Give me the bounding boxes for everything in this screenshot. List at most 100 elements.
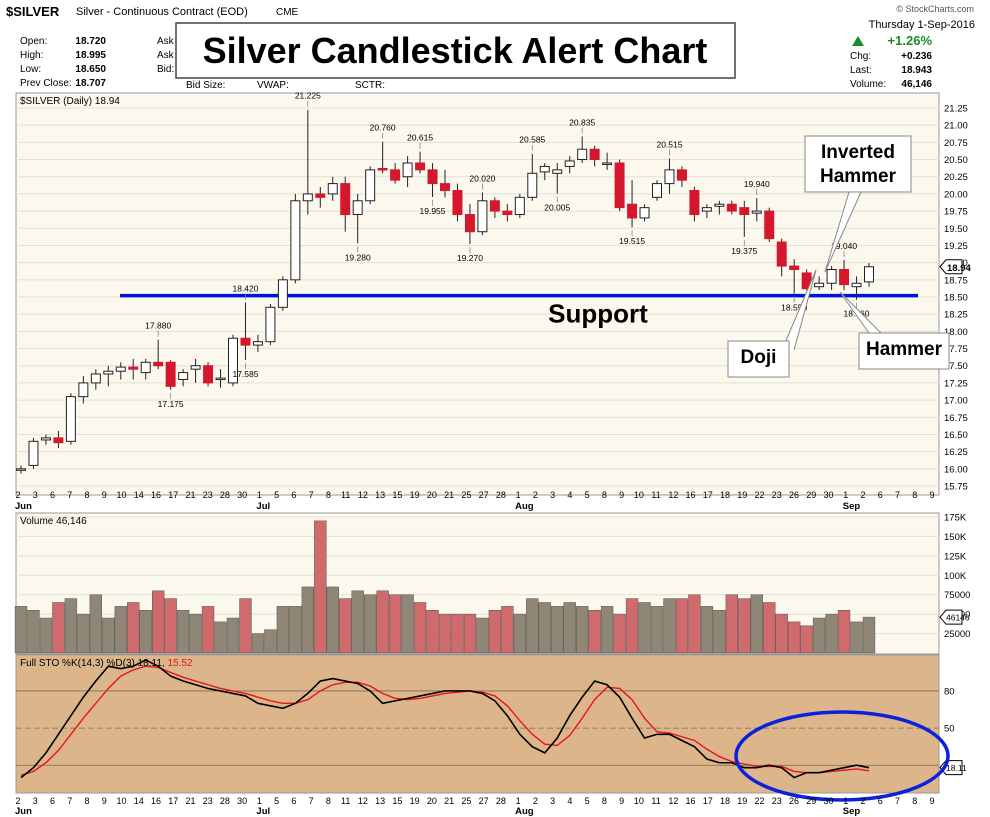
candle-body: [502, 210, 513, 216]
annotation-box: [727, 340, 790, 378]
x-tick: 1: [516, 796, 521, 806]
price-value-label: 17.880: [145, 321, 171, 331]
ask-bid-label: Ask: [157, 36, 175, 47]
candle-body: [826, 269, 837, 284]
annotation-box: [858, 332, 950, 370]
x-tick: 8: [84, 796, 89, 806]
price-y-tick: 17.25: [944, 378, 968, 389]
volume-bar: [837, 610, 851, 654]
candle-body: [40, 437, 51, 441]
x-month: Aug: [515, 501, 534, 512]
x-tick: 5: [274, 796, 279, 806]
candle-body: [365, 169, 376, 202]
x-tick: 19: [410, 796, 420, 806]
candle-body: [664, 169, 675, 185]
volume-bar: [513, 613, 526, 654]
x-tick: 4: [567, 490, 572, 500]
candle-body: [165, 361, 176, 387]
volume-bar: [800, 625, 813, 654]
volume-bar: [725, 594, 738, 654]
x-tick: 20: [427, 490, 437, 500]
price-y-tick: 17.50: [944, 361, 968, 372]
x-tick: 16: [686, 490, 696, 500]
price-y-tick: 19.25: [944, 241, 968, 252]
candle-body: [701, 207, 712, 212]
volume-label: Volume 46,146: [20, 516, 87, 527]
x-tick: 17: [703, 490, 713, 500]
stat-label: Last:: [850, 65, 872, 76]
volume-bar: [276, 606, 290, 654]
symbol: $SILVER: [6, 4, 60, 19]
x-tick: 7: [309, 796, 314, 806]
volume-bar: [152, 590, 165, 654]
sctr-label: SCTR:: [355, 80, 385, 91]
volume-bar: [314, 520, 327, 654]
annotation-text: Doji: [741, 347, 777, 368]
volume-bar: [563, 602, 576, 654]
x-tick: 29: [806, 796, 816, 806]
price-y-tick: 18.25: [944, 310, 968, 321]
stat-label: Prev Close:: [20, 78, 72, 89]
last-price-tag-text: 18.94: [947, 263, 971, 274]
x-tick: 21: [185, 490, 195, 500]
price-value-label: 17.585: [232, 369, 258, 379]
volume-bar: [476, 617, 489, 654]
x-tick: 4: [567, 796, 572, 806]
stat-label: High:: [20, 50, 43, 61]
candle-body: [602, 162, 613, 165]
x-tick: 25: [461, 796, 471, 806]
x-tick: 23: [203, 796, 213, 806]
price-value-label: 19.280: [345, 252, 371, 262]
volume-bar: [663, 598, 676, 654]
x-tick: 6: [878, 796, 883, 806]
x-month: Sep: [843, 501, 861, 512]
x-tick: 6: [291, 490, 296, 500]
volume-bar: [251, 633, 265, 654]
x-tick: 26: [789, 490, 799, 500]
volume-bar: [775, 613, 788, 654]
price-y-tick: 21.00: [944, 121, 968, 132]
up-arrow-icon: [852, 36, 864, 46]
candle-body: [16, 468, 26, 471]
x-tick: 5: [585, 490, 590, 500]
volume-bar: [501, 606, 514, 654]
price-value-label: 18.550: [781, 303, 807, 313]
candle-body: [28, 440, 39, 466]
pct-change: +1.26%: [888, 33, 933, 48]
x-tick: 28: [496, 490, 506, 500]
volume-y-axis: 175K150K125K100K75000500002500046146: [939, 513, 970, 640]
price-y-tick: 21.25: [944, 104, 968, 115]
x-tick: 10: [634, 796, 644, 806]
x-tick: 17: [703, 796, 713, 806]
volume-bar: [763, 602, 776, 654]
x-tick: 30: [237, 796, 247, 806]
volume-bar: [576, 606, 589, 654]
x-tick: 7: [895, 490, 900, 500]
candle-body: [340, 183, 351, 216]
volume-bar: [189, 613, 202, 654]
candle-body: [851, 282, 862, 288]
x-tick: 6: [50, 490, 55, 500]
x-tick: 17: [168, 796, 178, 806]
volume-bar: [52, 602, 65, 654]
stochastic-y-tick: 50: [944, 724, 955, 735]
candle-body: [427, 169, 438, 185]
x-tick: 8: [912, 796, 917, 806]
x-tick: 11: [341, 490, 350, 500]
candle-body: [764, 210, 775, 240]
price-y-tick: 16.25: [944, 447, 968, 458]
volume-bar: [27, 610, 40, 654]
price-value-label: 19.375: [731, 246, 757, 256]
volume-bar: [713, 610, 726, 654]
price-value-label: 20.515: [656, 140, 682, 150]
candles: [16, 109, 874, 474]
price-value-label: 20.585: [519, 135, 545, 145]
x-tick: 2: [861, 796, 866, 806]
x-tick: 12: [668, 490, 678, 500]
price-value-labels: 17.880 17.175 18.420 17.585 21.225 19.280 20.7…: [145, 91, 870, 409]
candle-body: [639, 207, 650, 219]
volume-bar: [176, 610, 190, 654]
x-tick: 9: [102, 490, 107, 500]
volume-bar: [675, 598, 689, 654]
x-tick: 9: [619, 796, 624, 806]
